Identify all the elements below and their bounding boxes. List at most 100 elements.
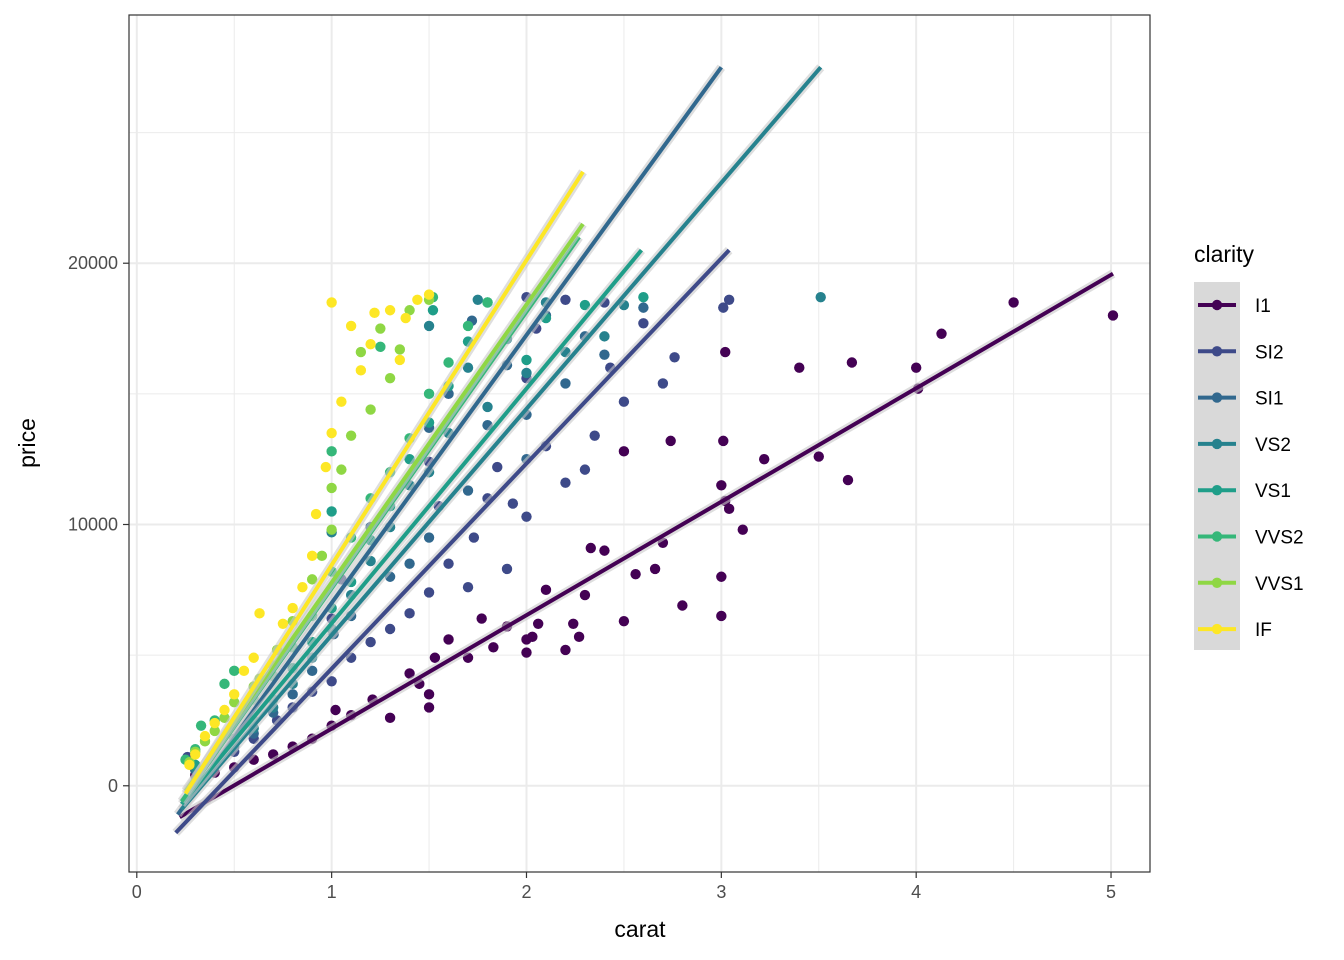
data-point bbox=[326, 676, 337, 687]
data-point bbox=[443, 634, 454, 645]
data-point bbox=[677, 600, 688, 611]
data-point bbox=[326, 482, 337, 494]
data-point bbox=[229, 696, 240, 708]
data-point bbox=[720, 346, 731, 358]
data-point bbox=[1008, 297, 1019, 308]
legend-title: clarity bbox=[1194, 241, 1255, 267]
data-point bbox=[330, 704, 341, 716]
data-point bbox=[219, 678, 230, 690]
legend-label: SI2 bbox=[1255, 342, 1284, 363]
y-tick-label: 20000 bbox=[68, 253, 118, 273]
data-point bbox=[579, 464, 591, 475]
data-point bbox=[716, 480, 727, 491]
legend-key-point bbox=[1211, 346, 1223, 357]
x-tick-label: 4 bbox=[911, 882, 921, 902]
data-point bbox=[394, 344, 406, 355]
legend-label: VVS1 bbox=[1255, 574, 1304, 595]
data-point bbox=[384, 372, 396, 384]
data-point bbox=[813, 451, 824, 462]
data-point bbox=[209, 725, 220, 737]
data-point bbox=[638, 302, 649, 313]
data-point bbox=[423, 289, 435, 300]
data-point bbox=[336, 396, 347, 407]
data-point bbox=[219, 704, 230, 716]
data-point bbox=[423, 388, 435, 400]
legend-key-point bbox=[1211, 392, 1223, 403]
legend-item-VVS2: VVS2 bbox=[1198, 528, 1304, 549]
data-point bbox=[400, 312, 411, 324]
data-point bbox=[585, 542, 596, 554]
data-point bbox=[184, 759, 195, 771]
data-point bbox=[476, 613, 487, 624]
data-point bbox=[669, 352, 680, 363]
data-point bbox=[306, 574, 318, 585]
legend-item-SI2: SI2 bbox=[1198, 342, 1284, 363]
data-point bbox=[665, 435, 676, 447]
legend-item-VS1: VS1 bbox=[1198, 481, 1291, 502]
fit-line-IF bbox=[183, 170, 585, 795]
data-point bbox=[287, 602, 298, 614]
data-point bbox=[326, 524, 337, 535]
data-point bbox=[936, 328, 947, 339]
data-point bbox=[423, 689, 435, 700]
x-axis: 0 1 2 3 4 5 bbox=[132, 872, 1116, 902]
data-point bbox=[794, 362, 805, 373]
legend-key-point bbox=[1211, 438, 1223, 450]
data-point bbox=[345, 430, 357, 441]
fit-line-SI2 bbox=[174, 248, 731, 835]
x-axis-title: carat bbox=[614, 916, 666, 942]
data-point bbox=[472, 294, 483, 305]
data-point bbox=[365, 339, 376, 350]
data-point bbox=[404, 608, 415, 619]
data-point bbox=[306, 550, 318, 562]
data-point bbox=[842, 474, 854, 486]
legend-item-VS2: VS2 bbox=[1198, 435, 1291, 456]
y-tick-label: 0 bbox=[108, 776, 118, 796]
panel-background bbox=[129, 15, 1150, 872]
data-point bbox=[579, 299, 591, 311]
data-point bbox=[277, 618, 289, 629]
data-point bbox=[468, 532, 480, 543]
data-point bbox=[723, 503, 735, 515]
data-point bbox=[248, 652, 259, 663]
data-point bbox=[384, 623, 396, 635]
legend-label: IF bbox=[1255, 620, 1272, 641]
data-point bbox=[369, 307, 380, 319]
data-point bbox=[573, 631, 585, 643]
data-point bbox=[759, 453, 770, 465]
data-point bbox=[326, 297, 337, 308]
data-point bbox=[716, 571, 727, 582]
data-point bbox=[568, 618, 579, 629]
data-point bbox=[229, 665, 240, 677]
x-tick-label: 2 bbox=[521, 882, 531, 902]
data-point bbox=[618, 615, 630, 627]
legend-item-SI1: SI1 bbox=[1198, 389, 1284, 410]
x-tick-label: 3 bbox=[716, 882, 726, 902]
fit-line-VS2 bbox=[180, 65, 823, 811]
data-point bbox=[443, 357, 454, 368]
data-point bbox=[540, 584, 552, 596]
data-point bbox=[501, 563, 513, 575]
legend-key-point bbox=[1211, 623, 1223, 635]
data-point bbox=[423, 532, 435, 543]
data-point bbox=[326, 446, 337, 457]
data-point bbox=[320, 461, 331, 473]
data-point bbox=[560, 644, 571, 656]
data-point bbox=[229, 689, 240, 700]
y-tick-label: 10000 bbox=[68, 514, 118, 534]
data-point bbox=[423, 320, 435, 332]
legend-items: I1 SI2 SI1 VS2 VS1 VVS2 VVS1 IF bbox=[1198, 296, 1304, 641]
data-point bbox=[310, 508, 322, 520]
data-point bbox=[199, 730, 211, 742]
data-point bbox=[404, 305, 415, 316]
data-point bbox=[492, 461, 503, 473]
data-point bbox=[521, 511, 532, 522]
data-point bbox=[910, 362, 922, 373]
data-point bbox=[532, 618, 544, 629]
data-point bbox=[599, 331, 610, 342]
data-point bbox=[375, 323, 386, 334]
data-point bbox=[429, 652, 441, 663]
data-point bbox=[482, 401, 493, 413]
y-axis: 0 10000 20000 bbox=[68, 253, 129, 796]
data-point bbox=[297, 582, 308, 593]
